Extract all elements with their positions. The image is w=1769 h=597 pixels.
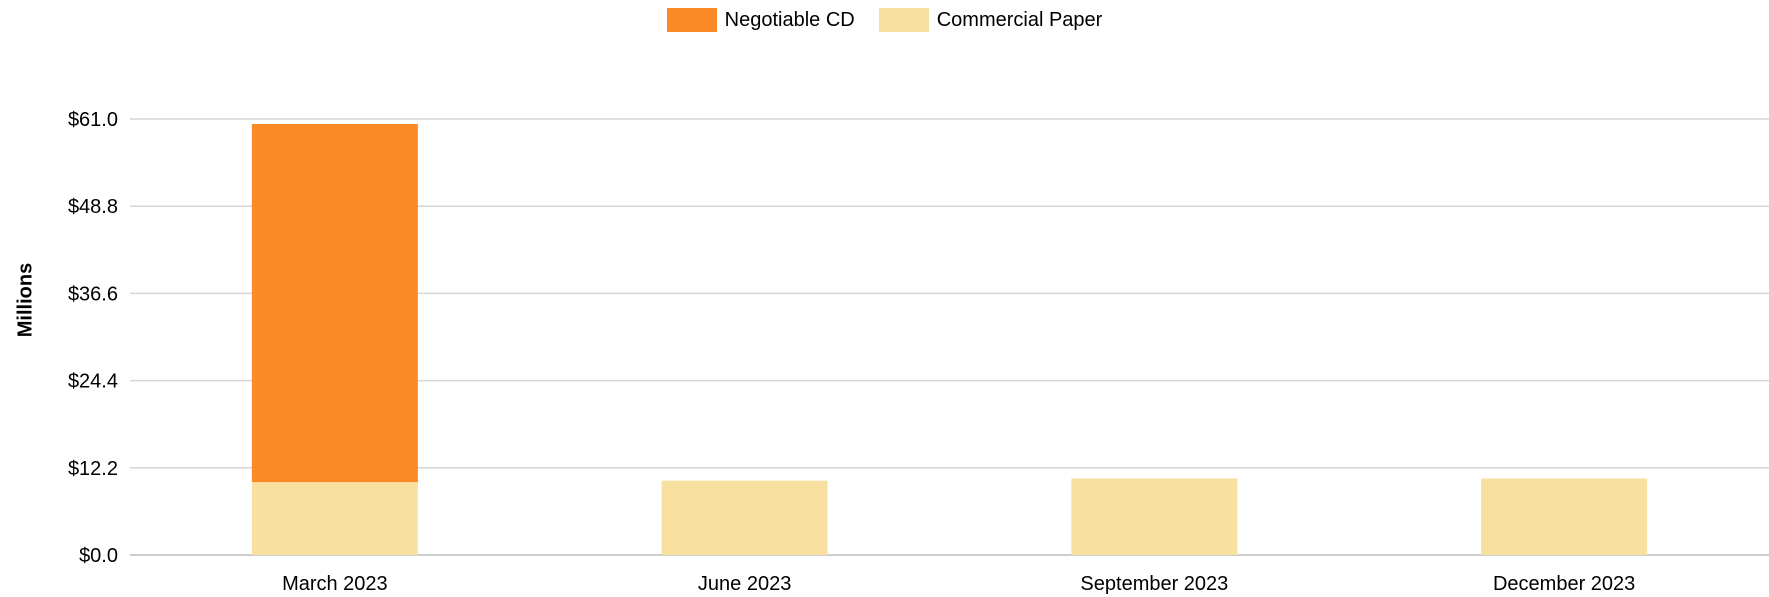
y-tick-label: $24.4 xyxy=(68,371,118,393)
x-tick-label: September 2023 xyxy=(1080,573,1228,595)
legend-swatch-commercial-paper xyxy=(878,8,929,32)
bar-commercial-paper xyxy=(251,482,418,555)
legend: Negotiable CD Commercial Paper xyxy=(0,8,1769,32)
legend-label-commercial-paper: Commercial Paper xyxy=(936,8,1103,31)
x-tick-label: June 2023 xyxy=(698,573,791,595)
x-tick-label: March 2023 xyxy=(282,573,388,595)
legend-swatch-negotiable-cd xyxy=(666,8,717,32)
x-tick-label: December 2023 xyxy=(1493,573,1635,595)
legend-item-commercial-paper: Commercial Paper xyxy=(878,8,1103,32)
y-tick-label: $61.0 xyxy=(68,109,118,131)
y-tick-label: $48.8 xyxy=(68,196,118,218)
bar-commercial-paper xyxy=(661,480,828,555)
y-tick-label: $36.6 xyxy=(68,283,118,305)
legend-label-negotiable-cd: Negotiable CD xyxy=(724,8,855,31)
y-tick-label: $12.2 xyxy=(68,458,118,480)
bar-commercial-paper xyxy=(1071,478,1238,555)
bar-commercial-paper xyxy=(1481,478,1648,555)
bar-negotiable-cd xyxy=(251,124,418,483)
legend-item-negotiable-cd: Negotiable CD xyxy=(666,8,855,32)
y-tick-label: $0.0 xyxy=(79,545,118,567)
